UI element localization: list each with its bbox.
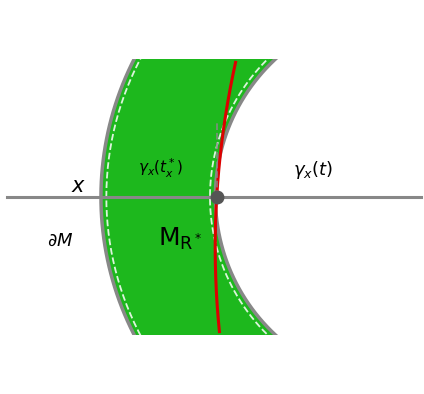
Text: $\gamma_x(t)$: $\gamma_x(t)$ bbox=[293, 160, 333, 182]
Text: $\mathsf{M}_{\mathsf{R}^*}$: $\mathsf{M}_{\mathsf{R}^*}$ bbox=[158, 225, 202, 252]
Polygon shape bbox=[101, 0, 404, 394]
Text: $\partial M$: $\partial M$ bbox=[47, 231, 73, 249]
Text: $\gamma_x(t_x^*)$: $\gamma_x(t_x^*)$ bbox=[138, 157, 183, 180]
Text: $x$: $x$ bbox=[71, 177, 86, 196]
